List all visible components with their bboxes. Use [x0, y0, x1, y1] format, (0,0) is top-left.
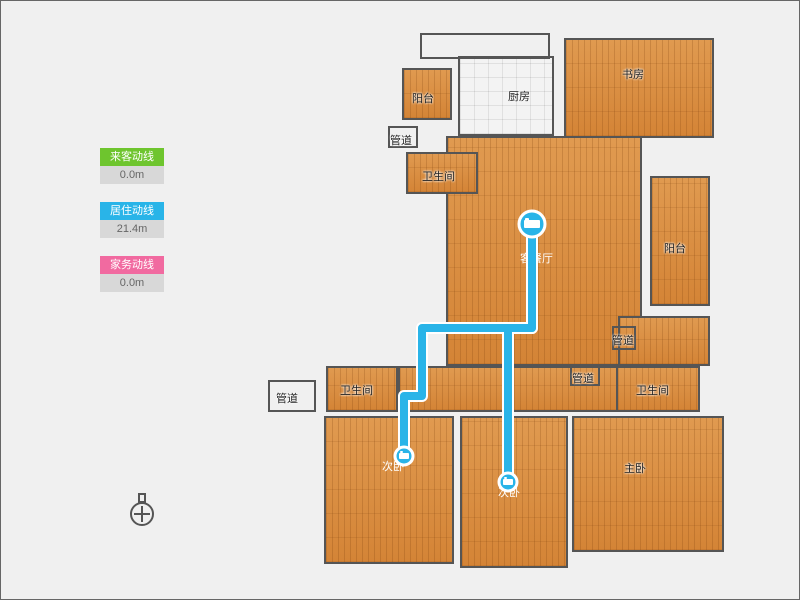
- room-label-balcony1: 阳台: [412, 90, 434, 106]
- room-label-study: 书房: [622, 66, 644, 82]
- room-label-bath3: 卫生间: [636, 382, 669, 398]
- legend-chore: 家务动线 0.0m: [100, 256, 164, 292]
- room-study: [564, 38, 714, 138]
- room-label-living: 客餐厅: [520, 250, 553, 266]
- room-label-bath2: 卫生间: [340, 382, 373, 398]
- room-sec1: [324, 416, 454, 564]
- legend-live: 居住动线 21.4m: [100, 202, 164, 238]
- legend-guest-label: 来客动线: [100, 148, 164, 166]
- compass-icon: [128, 492, 156, 528]
- legend-chore-value: 0.0m: [100, 274, 164, 292]
- legend-live-label: 居住动线: [100, 202, 164, 220]
- room-label-bath1: 卫生间: [422, 168, 455, 184]
- legend-guest: 来客动线 0.0m: [100, 148, 164, 184]
- legend: 来客动线 0.0m 居住动线 21.4m 家务动线 0.0m: [100, 148, 164, 310]
- room-label-balcony2: 阳台: [664, 240, 686, 256]
- floor-plan: 书房厨房阳台管道卫生间客餐厅阳台管道卫生间管道管道卫生间次卧次卧主卧: [262, 28, 762, 576]
- room-label-kitchen: 厨房: [508, 88, 530, 104]
- room-hall: [398, 366, 646, 412]
- room-label-master: 主卧: [624, 460, 646, 476]
- room-kitbalout: [420, 33, 550, 59]
- room-kitchen: [458, 56, 554, 136]
- legend-chore-label: 家务动线: [100, 256, 164, 274]
- room-label-duct1: 管道: [390, 132, 412, 148]
- room-label-duct3: 管道: [276, 390, 298, 406]
- legend-live-value: 21.4m: [100, 220, 164, 238]
- room-master: [572, 416, 724, 552]
- legend-guest-value: 0.0m: [100, 166, 164, 184]
- room-label-sec1: 次卧: [382, 458, 404, 474]
- room-label-duct4: 管道: [572, 370, 594, 386]
- room-label-sec2: 次卧: [498, 484, 520, 500]
- room-label-duct2: 管道: [612, 332, 634, 348]
